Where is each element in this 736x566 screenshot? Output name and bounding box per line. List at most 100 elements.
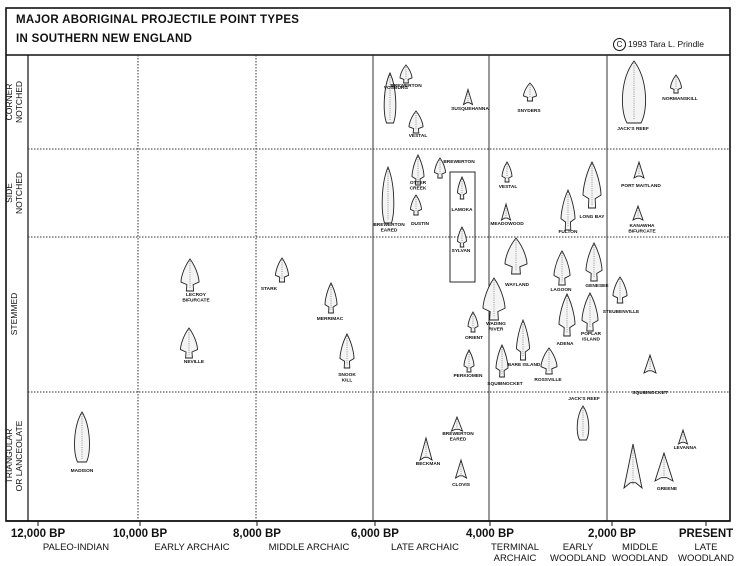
point-type-label-line: SYLVAN — [452, 248, 471, 254]
projectile-point-glyph — [558, 292, 576, 337]
point-type-label: ADENA — [556, 341, 574, 347]
projectile-point-glyph — [457, 226, 467, 248]
projectile-point-glyph — [500, 202, 512, 221]
point-type-label: BREWERTON EARED — [373, 222, 405, 234]
point-type-label-line: LONG BAY — [580, 214, 606, 220]
point-type-label: PERKIOMEN — [453, 373, 483, 379]
period-label-line: LATE ARCHAIC — [391, 542, 459, 553]
time-tick-label-line: 10,000 BP — [113, 528, 168, 540]
point-type-label-line: PORT MAITLAND — [621, 183, 661, 189]
point-type-label-line: LAGOON — [550, 287, 572, 293]
point-type-label-line: ADENA — [556, 341, 574, 347]
point-type-label: NORMANSKILL — [662, 96, 698, 102]
point-type-label-line: GENESEE — [585, 283, 609, 289]
point-type-label-line: NORMANSKILL — [662, 96, 698, 102]
point-type-label-line: GREENE — [657, 486, 678, 492]
point-type-label: JACK'S REEF — [568, 396, 600, 402]
point-type-label-line: EARED — [450, 437, 467, 443]
point-type-label-line: POPLAR — [581, 331, 602, 337]
time-tick-label: 4,000 BP — [466, 528, 514, 540]
point-type-label: LECROY BIFURCATE — [182, 292, 210, 304]
time-tick-label-line: 2,000 BP — [588, 528, 636, 540]
point-type-label-line: BREWERTON — [443, 159, 475, 165]
point-type-label-line: BECKMAN — [416, 461, 441, 467]
point-type-label-line: BIFURCATE — [182, 298, 210, 304]
point-type-label-line: SQUIBNOCKET — [632, 390, 668, 396]
point-type-label: PORT MAITLAND — [621, 183, 661, 189]
time-tick-label: 6,000 BP — [351, 528, 399, 540]
time-tick-label: 2,000 BP — [588, 528, 636, 540]
point-type-label-line: VOSBURG — [384, 85, 409, 91]
point-type-label-line: FULTON — [558, 229, 578, 235]
row-label-corner-line: CORNER — [4, 84, 14, 121]
point-type-label-line: STEUBENVILLE — [603, 309, 640, 315]
point-type-label-line: NEVILLE — [184, 359, 205, 365]
period-label-line: MIDDLE ARCHAIC — [269, 542, 350, 553]
row-label-triangular-line: OR LANCEOLATE — [14, 420, 24, 491]
time-tick-label-line: 6,000 BP — [351, 528, 399, 540]
point-type-label: ROSSVILLE — [534, 377, 562, 383]
time-tick-label-line: 8,000 BP — [233, 528, 281, 540]
point-type-label: BREWERTON — [443, 159, 475, 165]
projectile-point-glyph — [324, 282, 338, 314]
point-type-label: LEVANNA — [674, 445, 697, 451]
point-type-label-line: BIFURCATE — [628, 229, 656, 235]
projectile-point-glyph — [581, 292, 599, 332]
point-type-label: OTTER CREEK — [410, 180, 427, 192]
period-label-line: WOODLAND — [612, 553, 668, 564]
point-type-label: FULTON — [558, 229, 578, 235]
point-type-label: WAYLAND — [505, 282, 529, 288]
point-type-label-line: JACK'S REEF — [568, 396, 600, 402]
point-type-label-line: WAYLAND — [505, 282, 529, 288]
point-type-label-line: RIVER — [489, 327, 504, 333]
point-type-label: ORIENT — [465, 335, 483, 341]
period-label: EARLY WOODLAND — [550, 542, 606, 564]
row-label-side: SIDENOTCHED — [4, 172, 24, 214]
point-type-label-line: KANAWHA — [629, 223, 655, 229]
row-label-triangular-line: TRIANGULAR — [4, 429, 14, 484]
row-label-stemmed: STEMMED — [9, 293, 19, 336]
point-type-label: SYLVAN — [452, 248, 471, 254]
row-label-side-line: NOTCHED — [14, 172, 24, 214]
point-type-label-line: LECROY — [186, 292, 207, 298]
projectile-point-glyph — [585, 242, 603, 282]
point-type-label: BARE ISLAND — [508, 362, 541, 368]
point-type-label: VOSBURG — [384, 85, 409, 91]
projectile-point-glyph — [501, 161, 513, 183]
period-label: MIDDLE ARCHAIC — [269, 542, 350, 553]
point-type-label: VESTAL — [409, 133, 428, 139]
point-type-label: LAGOON — [550, 287, 572, 293]
row-label-side-line: SIDE — [4, 183, 14, 203]
point-type-label-line: ISLAND — [582, 337, 600, 343]
projectile-point-glyph — [381, 165, 395, 224]
point-type-label-line: VESTAL — [409, 133, 428, 139]
time-tick-label-line: PRESENT — [679, 528, 733, 540]
row-label-triangular: TRIANGULAROR LANCEOLATE — [4, 420, 24, 491]
point-type-label: SQUIBNOCKET — [487, 381, 523, 387]
period-label-line: MIDDLE — [622, 542, 658, 553]
period-label-line: EARLY — [563, 542, 594, 553]
time-tick-label: PRESENT — [679, 528, 733, 540]
point-type-label-line: MEADOWOOD — [490, 221, 524, 227]
row-label-corner: CORNERNOTCHED — [4, 81, 24, 123]
point-type-label: BECKMAN — [416, 461, 441, 467]
chart-title-line-1: MAJOR ABORIGINAL PROJECTILE POINT TYPES — [16, 14, 300, 26]
point-type-label: SNOOK KILL — [338, 372, 356, 384]
time-tick-label: 10,000 BP — [113, 528, 168, 540]
point-type-label-line: BARE ISLAND — [508, 362, 541, 368]
point-type-label: DUSTIN — [411, 221, 429, 227]
point-type-label: JACK'S REEF — [617, 126, 649, 132]
point-type-label: LONG BAY — [580, 214, 606, 220]
period-label-line: WOODLAND — [550, 553, 606, 564]
projectile-point-glyph — [482, 277, 506, 321]
projectile-point-glyph — [410, 194, 422, 216]
period-label: LATE ARCHAIC — [391, 542, 459, 553]
point-type-label: SUSQUEHANNA — [451, 106, 489, 112]
point-type-label-line: WADING — [486, 321, 506, 327]
projectile-point-glyph — [553, 250, 571, 286]
period-label: PALEO-INDIAN — [43, 542, 109, 553]
point-type-label-line: STARK — [261, 286, 278, 292]
point-type-label: STARK — [261, 286, 278, 292]
point-type-label: SQUIBNOCKET — [632, 390, 668, 396]
